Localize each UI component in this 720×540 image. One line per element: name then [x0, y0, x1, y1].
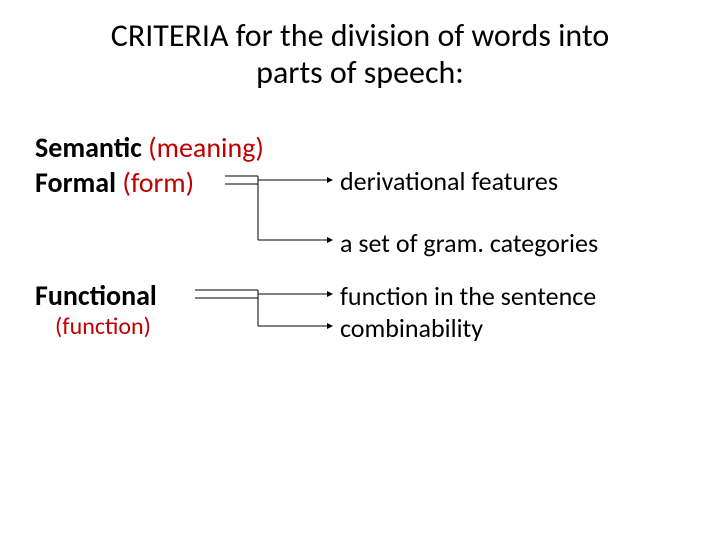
term-formal: Formal (form) — [35, 165, 194, 200]
term-semantic-bold: Semantic — [35, 130, 142, 165]
term-combinability: combinability — [340, 312, 483, 344]
title-line2: parts of speech: — [256, 53, 464, 92]
slide-title: CRITERIA for the division of words into … — [0, 18, 720, 92]
term-derivational: derivational features — [340, 165, 558, 197]
term-functional-bold: Functional — [35, 278, 157, 313]
title-line1: CRITERIA for the division of words into — [111, 16, 609, 55]
term-func-sentence: function in the sentence — [340, 280, 596, 312]
term-semantic: Semantic (meaning) — [35, 130, 264, 165]
term-functional: Functional — [35, 278, 157, 313]
term-semantic-paren: (meaning) — [142, 130, 264, 165]
term-formal-bold: Formal — [35, 165, 116, 200]
term-formal-paren: (form) — [116, 165, 194, 200]
term-functional-paren: (function) — [55, 312, 151, 341]
term-gramcat: a set of gram. categories — [340, 227, 598, 259]
